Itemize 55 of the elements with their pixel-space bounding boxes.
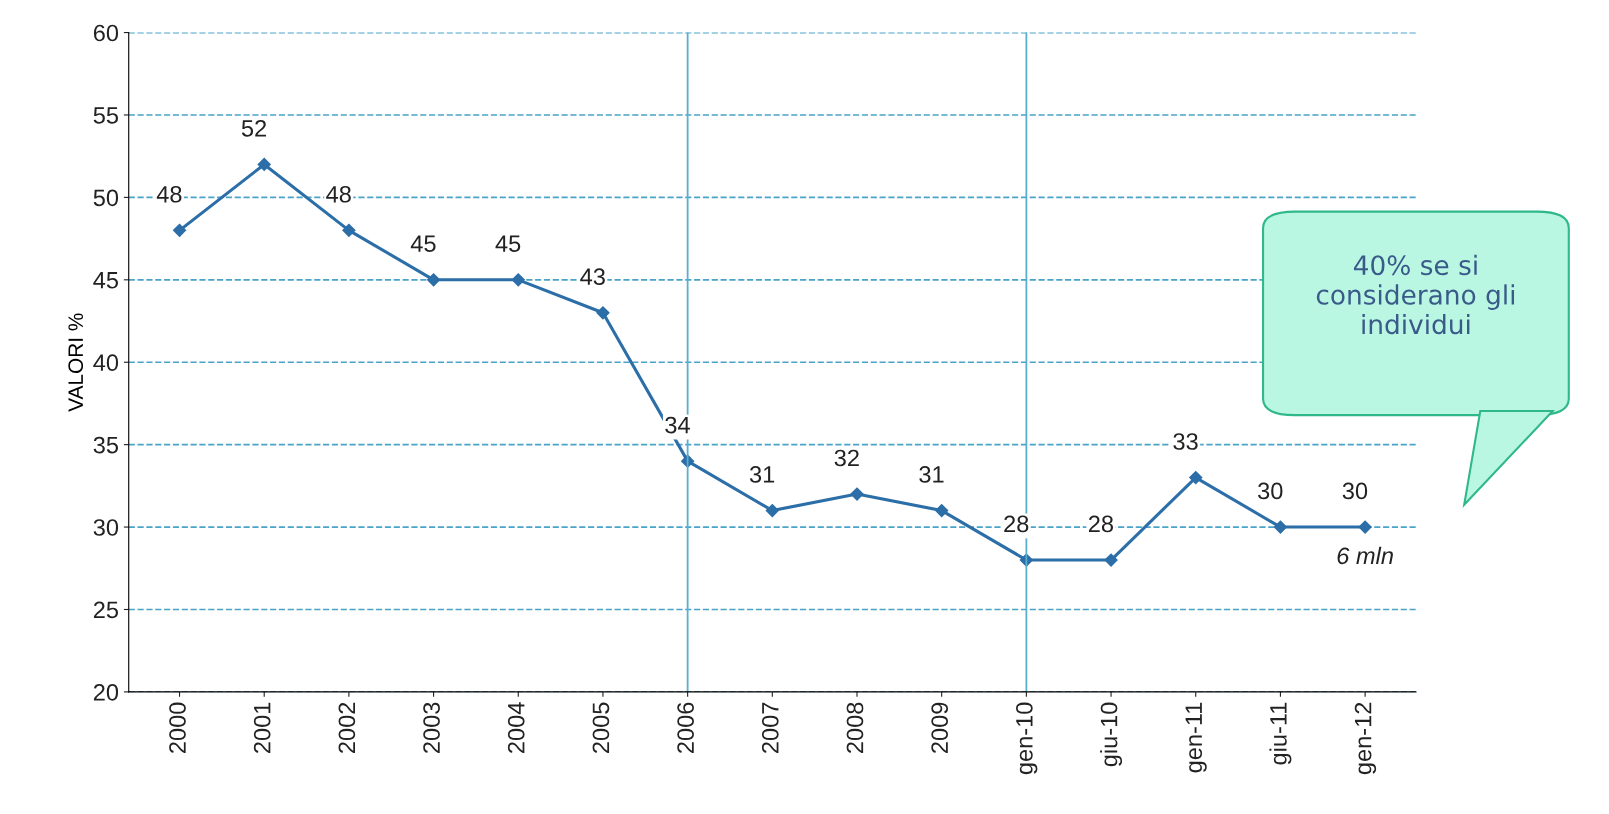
data-label: 52: [241, 119, 266, 137]
data-label: 48: [156, 185, 182, 203]
y-axis-title: VALORI %: [68, 313, 84, 412]
point: [596, 306, 610, 320]
x-tick-label: 2004: [507, 702, 525, 753]
data-label: 45: [410, 235, 436, 253]
point: [1189, 471, 1203, 485]
data-label: 43: [580, 268, 605, 286]
point: [1273, 520, 1288, 534]
data-label: 32: [834, 449, 859, 467]
y-tick-label: 40: [93, 354, 119, 372]
x-tick-label: giu-10: [1100, 702, 1123, 767]
x-tick-label: 2003: [423, 702, 440, 753]
x-tick-label: gen-11: [1185, 702, 1207, 773]
point: [1104, 553, 1118, 567]
x-tick-label: gen-12: [1354, 702, 1377, 775]
y-tick-label: 50: [93, 189, 119, 207]
point: [257, 157, 271, 172]
x-tick-label: 2008: [846, 702, 864, 753]
point: [172, 223, 187, 237]
data-label: 30: [1342, 482, 1368, 500]
data-label: 31: [919, 466, 944, 483]
annotation: 6 mln: [1337, 546, 1393, 565]
x-tick-label: 2001: [253, 702, 271, 753]
data-label: 28: [1088, 515, 1113, 533]
data-label: 28: [1004, 515, 1029, 533]
x-tick-label: gen-10: [1015, 702, 1038, 775]
point: [1358, 520, 1372, 534]
point: [342, 223, 356, 237]
x-tick-label: 2009: [931, 702, 949, 753]
point: [850, 487, 864, 501]
x-tick-label: 2006: [677, 702, 694, 753]
data-label: 45: [495, 235, 521, 253]
point: [511, 273, 525, 287]
point: [935, 503, 949, 518]
annotation: 40% se si considerano gli individui: [1316, 254, 1515, 335]
y-tick-label: 25: [93, 601, 119, 619]
y-tick-label: 20: [93, 683, 119, 701]
x-tick-label: 2000: [169, 702, 186, 753]
data-label: 30: [1258, 482, 1283, 500]
point: [765, 503, 779, 518]
y-tick-label: 30: [93, 519, 119, 536]
y-tick-label: 45: [93, 272, 119, 289]
x-tick-label: 2002: [338, 702, 356, 753]
x-tick-label: 2005: [592, 702, 610, 753]
x-tick-label: giu-11: [1269, 702, 1292, 765]
data-label: 34: [665, 416, 690, 434]
data-label: 33: [1173, 433, 1198, 450]
point: [426, 273, 441, 287]
y-tick-label: 35: [93, 436, 119, 454]
data-label: 48: [326, 185, 351, 203]
data-label: 31: [749, 466, 775, 483]
y-tick-label: 60: [93, 24, 119, 42]
y-tick-label: 55: [93, 107, 119, 124]
x-tick-label: 2007: [761, 702, 779, 753]
